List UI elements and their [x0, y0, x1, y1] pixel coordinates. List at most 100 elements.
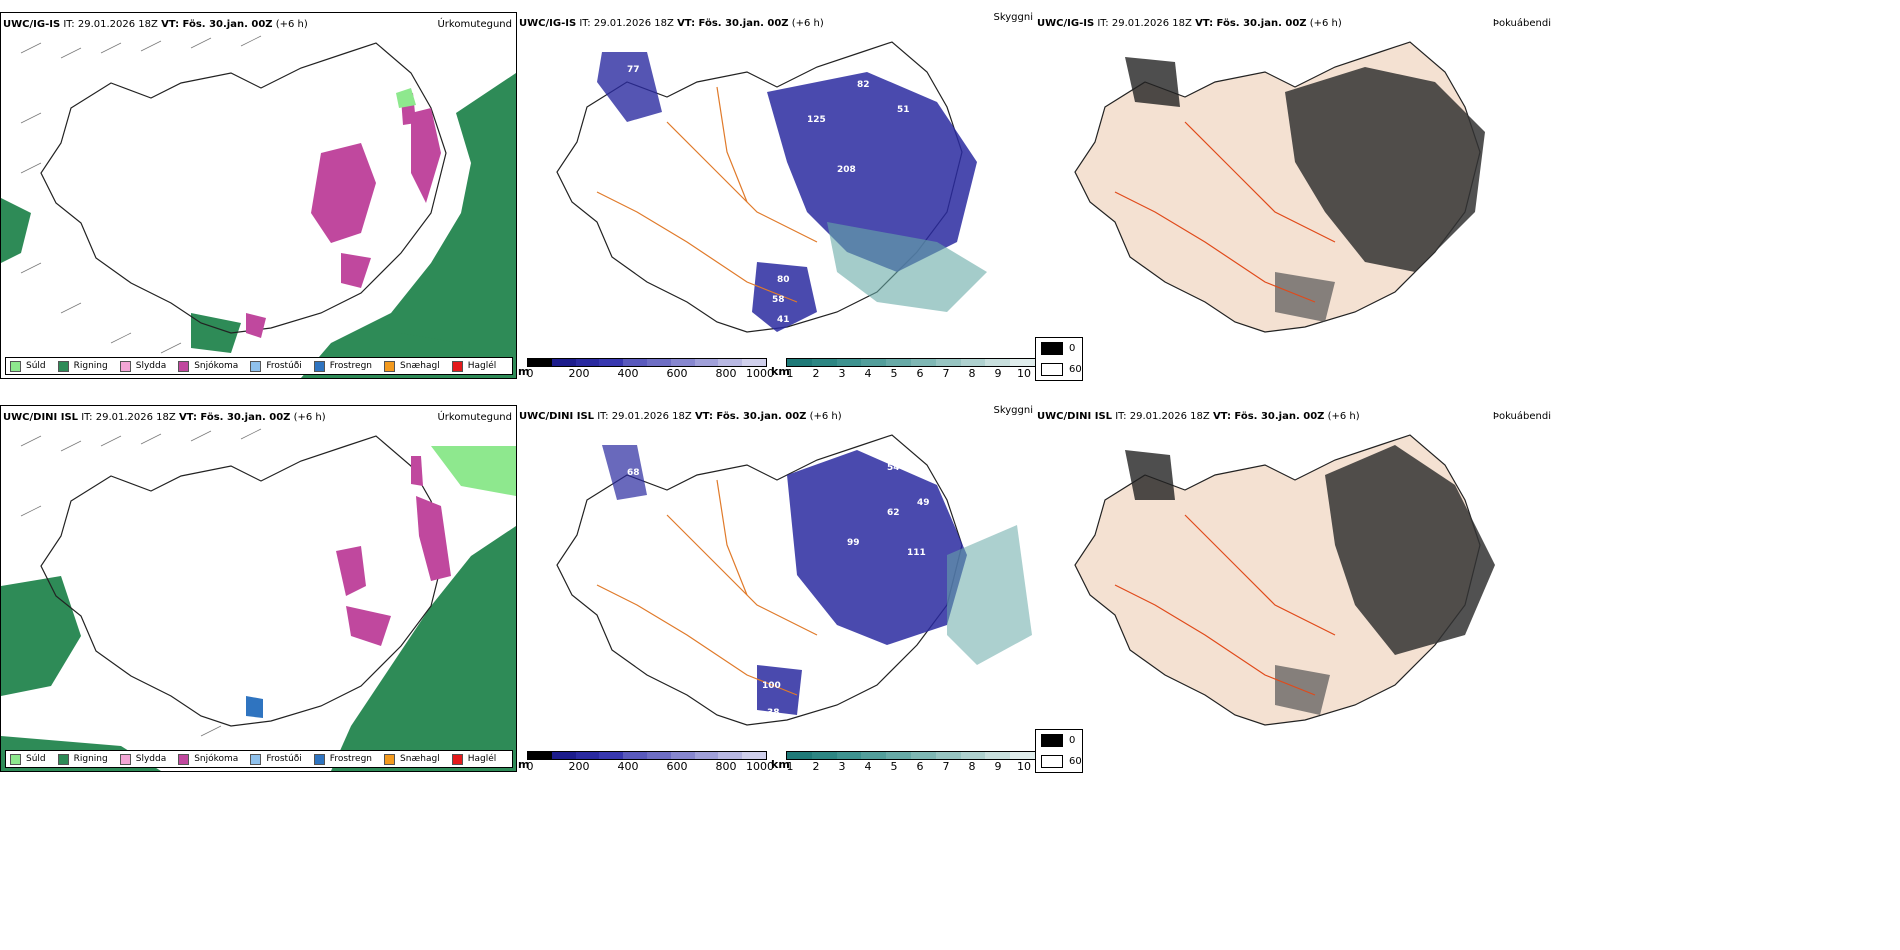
- colorbar-segment: [811, 752, 837, 759]
- value-label: 51: [897, 105, 910, 115]
- legend-swatch: [250, 753, 262, 765]
- colorbar-segment: [1010, 359, 1035, 366]
- legend-item-haglel: Haglél: [451, 360, 496, 372]
- value-label: 54: [887, 463, 900, 473]
- visibility-colorbar-swatches: [786, 358, 1036, 367]
- legend-item-frostregn: Frostregn: [313, 753, 372, 765]
- ceiling-ticks: 0 200 400 600 800 1000: [526, 760, 775, 773]
- legend-item-slydda: Slydda: [119, 753, 166, 765]
- colorbar-segment: [861, 359, 887, 366]
- legend-swatch: [1041, 734, 1063, 747]
- fog-legend-top: 0 60: [1035, 337, 1083, 381]
- visibility-unit: km: [771, 365, 790, 378]
- fog-panel-bottom: UWC/DINI ISL IT: 29.01.2026 18Z VT: Fös.…: [1035, 405, 1555, 772]
- colorbar-segment: [1010, 752, 1035, 759]
- colorbar-segment: [985, 752, 1011, 759]
- fog-map-top: [1074, 41, 1485, 333]
- legend-swatch: [119, 753, 131, 765]
- legend-swatch: [384, 753, 396, 765]
- legend-swatch: [119, 360, 131, 372]
- colorbar-segment: [935, 359, 961, 366]
- colorbar-segment: [861, 752, 887, 759]
- fog-legend-bottom: 0 60: [1035, 729, 1083, 773]
- panel-title: Skyggni: [993, 405, 1033, 416]
- visibility-colorbar: 1 2 3 4 5 6 7 8 9 10: [786, 358, 1036, 381]
- colorbar-segment: [960, 752, 986, 759]
- colorbar-segment: [646, 752, 671, 759]
- legend-item-frostudi: Frostúði: [250, 753, 302, 765]
- colorbar-segment: [670, 752, 695, 759]
- visibility-colorbar: 1 2 3 4 5 6 7 8 9 10: [786, 751, 1036, 774]
- value-label: 49: [917, 498, 930, 508]
- model-label: UWC/IG-IS: [3, 19, 61, 30]
- cloudbase-values-top: 125 82 51 208 80 58 41 77: [627, 65, 910, 325]
- legend-swatch: [451, 753, 463, 765]
- cloudbase-panel-top: UWC/IG-IS IT: 29.01.2026 18Z VT: Fös. 30…: [517, 12, 1036, 381]
- model-label: UWC/DINI ISL: [1037, 411, 1113, 422]
- colorbar-segment: [985, 359, 1011, 366]
- legend-swatch: [1041, 342, 1063, 355]
- colorbar-segment: [718, 752, 743, 759]
- colorbar-segment: [960, 359, 986, 366]
- legend-item-haglel: Haglél: [451, 753, 496, 765]
- precip-legend: Súld Rigning Slydda Snjókoma Frostúði Fr…: [5, 750, 514, 768]
- ceiling-unit: m: [518, 365, 530, 378]
- value-label: 58: [772, 295, 785, 305]
- valid-time: VT: Fös. 30.jan. 00Z: [1195, 18, 1307, 29]
- colorbar-segment: [910, 359, 936, 366]
- colorbar-segment: [528, 752, 552, 759]
- panel-header: UWC/IG-IS IT: 29.01.2026 18Z VT: Fös. 30…: [1037, 18, 1342, 29]
- ceiling-unit: m: [518, 758, 530, 771]
- colorbar-segment: [599, 752, 624, 759]
- colorbar-segment: [811, 359, 837, 366]
- legend-item-rigning: Rigning: [57, 360, 108, 372]
- colorbar-segment: [623, 752, 647, 759]
- legend-swatch: [57, 753, 69, 765]
- colorbar-segment: [910, 752, 936, 759]
- init-time: IT: 29.01.2026 18Z: [1097, 18, 1192, 29]
- legend-swatch: [178, 360, 190, 372]
- visibility-colorbar-swatches: [786, 751, 1036, 760]
- cloudbase-values-bottom: 54 49 62 99 111 100 38 68: [627, 463, 930, 718]
- panel-header: UWC/DINI ISL IT: 29.01.2026 18Z VT: Fös.…: [519, 411, 842, 422]
- ceiling-colorbar: 0 200 400 600 800 1000: [526, 751, 775, 774]
- value-label: 62: [887, 508, 900, 518]
- lead-time: (+6 h): [1327, 411, 1360, 422]
- lead-time: (+6 h): [275, 19, 308, 30]
- precip-map-bottom: [1, 428, 516, 771]
- visibility-ticks: 1 2 3 4 5 6 7 8 9 10: [786, 367, 1032, 380]
- legend-item-slydda: Slydda: [119, 360, 166, 372]
- panel-header: UWC/IG-IS IT: 29.01.2026 18Z VT: Fös. 30…: [3, 19, 308, 30]
- ceiling-colorbar: 0 200 400 600 800 1000: [527, 358, 774, 381]
- lead-time: (+6 h): [1309, 18, 1342, 29]
- init-time: IT: 29.01.2026 18Z: [579, 18, 674, 29]
- fog-map-bottom: [1074, 434, 1495, 726]
- legend-item-rigning: Rigning: [57, 753, 108, 765]
- ceiling-colorbar-swatches: [527, 751, 767, 760]
- colorbar-segment: [670, 359, 695, 366]
- ceiling-colorbar-swatches: [527, 358, 767, 367]
- cloudbase-panel-bottom: UWC/DINI ISL IT: 29.01.2026 18Z VT: Fös.…: [517, 405, 1036, 774]
- value-label: 125: [807, 115, 826, 125]
- value-label: 82: [857, 80, 870, 90]
- valid-time: VT: Fös. 30.jan. 00Z: [677, 18, 789, 29]
- colorbar-segment: [575, 359, 600, 366]
- colorbar-segment: [836, 752, 862, 759]
- colorbar-segment: [694, 359, 719, 366]
- panel-title: Þokuábendi: [1492, 18, 1551, 29]
- value-label: 111: [907, 548, 926, 558]
- model-label: UWC/IG-IS: [1037, 18, 1095, 29]
- legend-swatch: [1041, 363, 1063, 376]
- legend-swatch: [178, 753, 190, 765]
- colorbar-segment: [836, 359, 862, 366]
- panel-title: Úrkomutegund: [437, 19, 512, 30]
- legend-item-snaehagl: Snæhagl: [384, 360, 440, 372]
- valid-time: VT: Fös. 30.jan. 00Z: [694, 411, 807, 422]
- legend-item-snaehagl: Snæhagl: [384, 753, 440, 765]
- value-label: 41: [777, 315, 790, 325]
- colorbar-segment: [551, 752, 576, 759]
- precip-legend: Súld Rigning Slydda Snjókoma Frostúði Fr…: [5, 357, 514, 375]
- lead-time: (+6 h): [293, 412, 326, 423]
- legend-swatch: [313, 360, 325, 372]
- lead-time: (+6 h): [809, 411, 842, 422]
